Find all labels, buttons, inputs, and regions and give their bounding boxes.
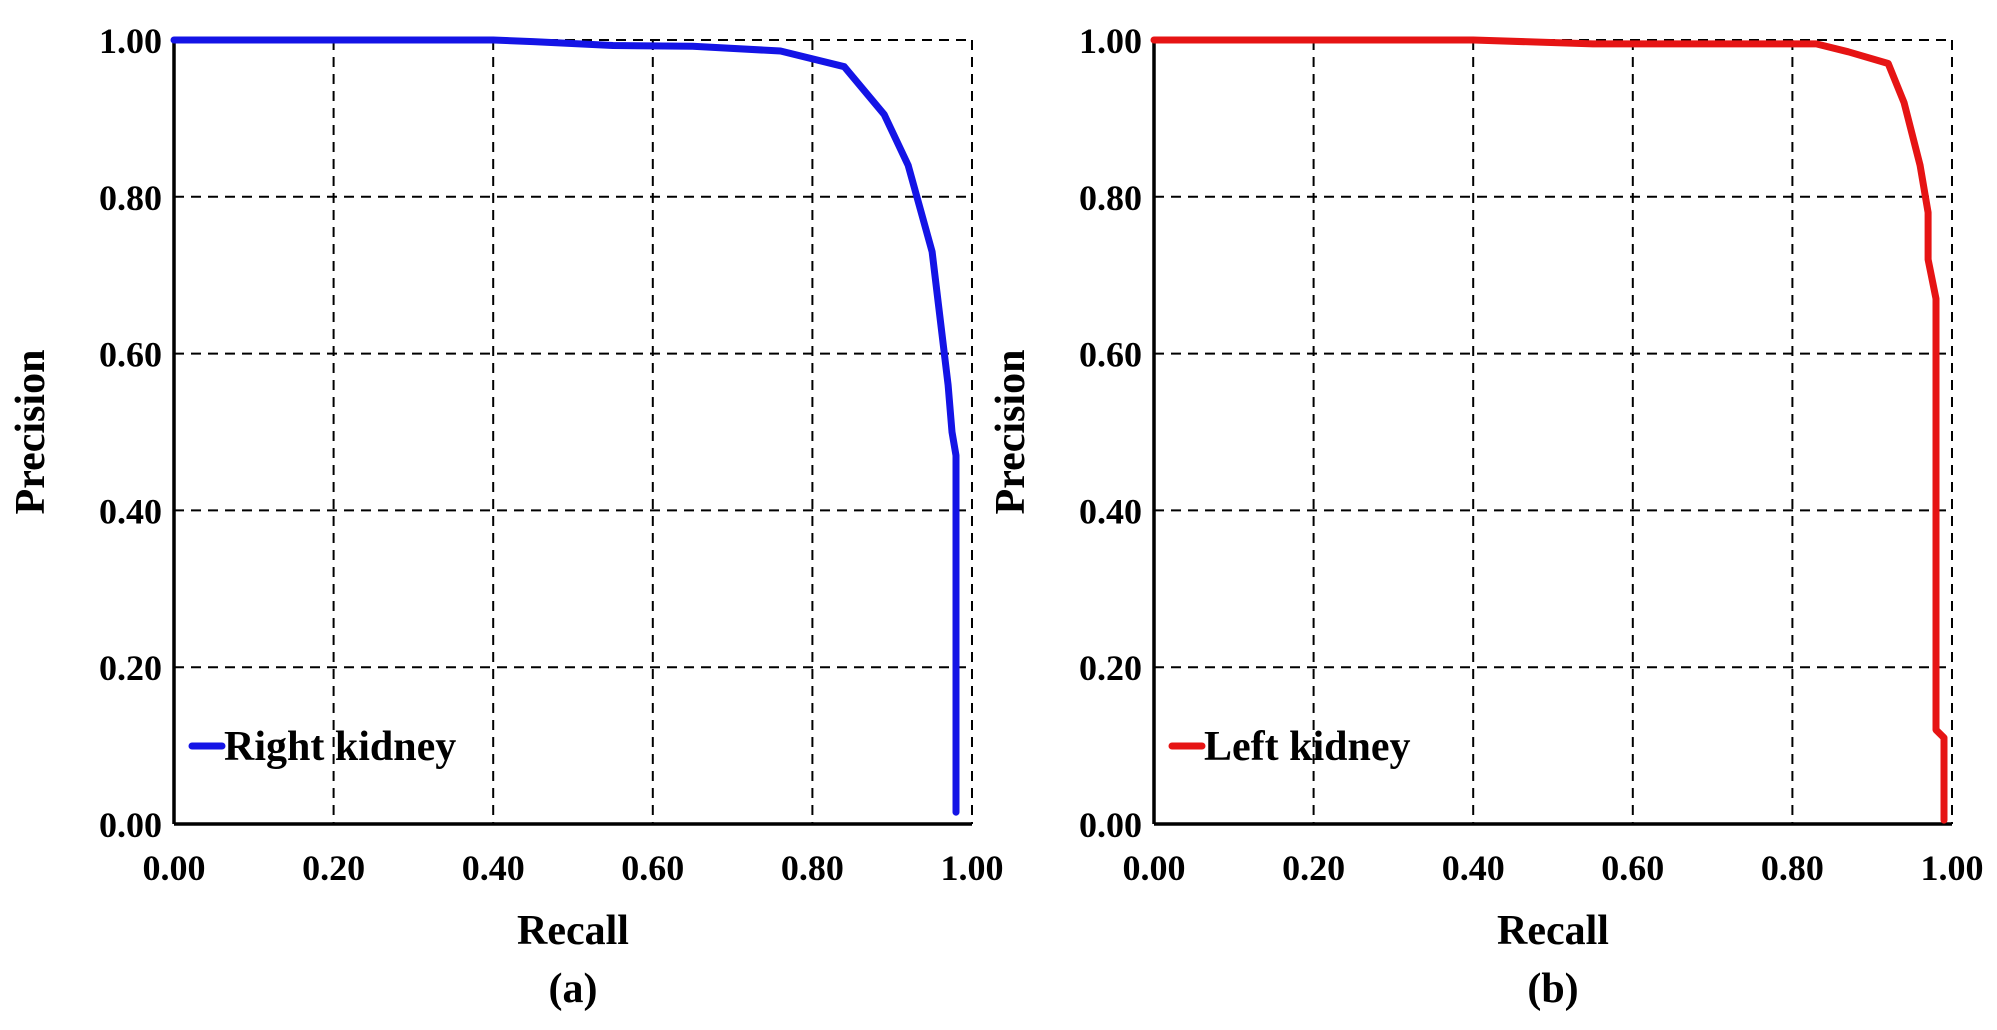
chart-b-x-tick-label: 0.00: [1123, 848, 1186, 888]
chart-a-x-tick-label: 1.00: [941, 848, 1004, 888]
chart-a-caption: (a): [549, 966, 598, 1012]
chart-b-x-axis-label: Recall: [1497, 908, 1609, 954]
chart-b-x-tick-label: 0.80: [1761, 848, 1824, 888]
chart-b-x-tick-label: 0.60: [1601, 848, 1664, 888]
chart-a-y-tick-label: 0.40: [99, 491, 162, 531]
chart-b-y-axis-label: Precision: [988, 350, 1034, 515]
chart-a-y-tick-label: 0.80: [99, 178, 162, 218]
chart-a-y-tick-label: 1.00: [99, 21, 162, 61]
chart-b-y-tick-label: 0.80: [1079, 178, 1142, 218]
chart-a-x-tick-label: 0.80: [781, 848, 844, 888]
chart-b: 0.00 0.20 0.40 0.60 0.80 1.00 0.00 0.20 0.40 0.60…: [988, 21, 1984, 1012]
chart-b-y-tick-label: 0.60: [1079, 335, 1142, 375]
chart-a-y-tick-label: 0.00: [99, 805, 162, 845]
chart-b-x-tick-label: 0.40: [1442, 848, 1505, 888]
chart-a-y-tick-label: 0.20: [99, 648, 162, 688]
chart-a: 0.00 0.20 0.40 0.60 0.80 1.00 0.00 0.20 0.40 0.60…: [8, 21, 1004, 1012]
chart-a-series-line-right-kidney: [170, 36, 960, 816]
chart-b-caption: (b): [1527, 966, 1578, 1012]
chart-a-x-axis-label: Recall: [517, 908, 629, 954]
chart-a-x-tick-label: 0.00: [143, 848, 206, 888]
chart-b-y-tick-label: 0.00: [1079, 805, 1142, 845]
chart-a-x-tick-label: 0.40: [462, 848, 525, 888]
chart-a-x-tick-label: 0.60: [621, 848, 684, 888]
chart-a-legend-label: Right kidney: [224, 724, 456, 770]
chart-b-y-tick-label: 1.00: [1079, 21, 1142, 61]
chart-b-series-line-left-kidney: [1150, 36, 1948, 824]
chart-b-x-tick-label: 0.20: [1282, 848, 1345, 888]
chart-a-x-tick-label: 0.20: [302, 848, 365, 888]
chart-b-legend-label: Left kidney: [1204, 724, 1411, 770]
chart-b-y-tick-label: 0.40: [1079, 491, 1142, 531]
chart-a-y-axis-label: Precision: [8, 350, 54, 515]
chart-b-x-tick-label: 1.00: [1921, 848, 1984, 888]
chart-b-y-tick-label: 0.20: [1079, 648, 1142, 688]
chart-a-y-tick-label: 0.60: [99, 335, 162, 375]
